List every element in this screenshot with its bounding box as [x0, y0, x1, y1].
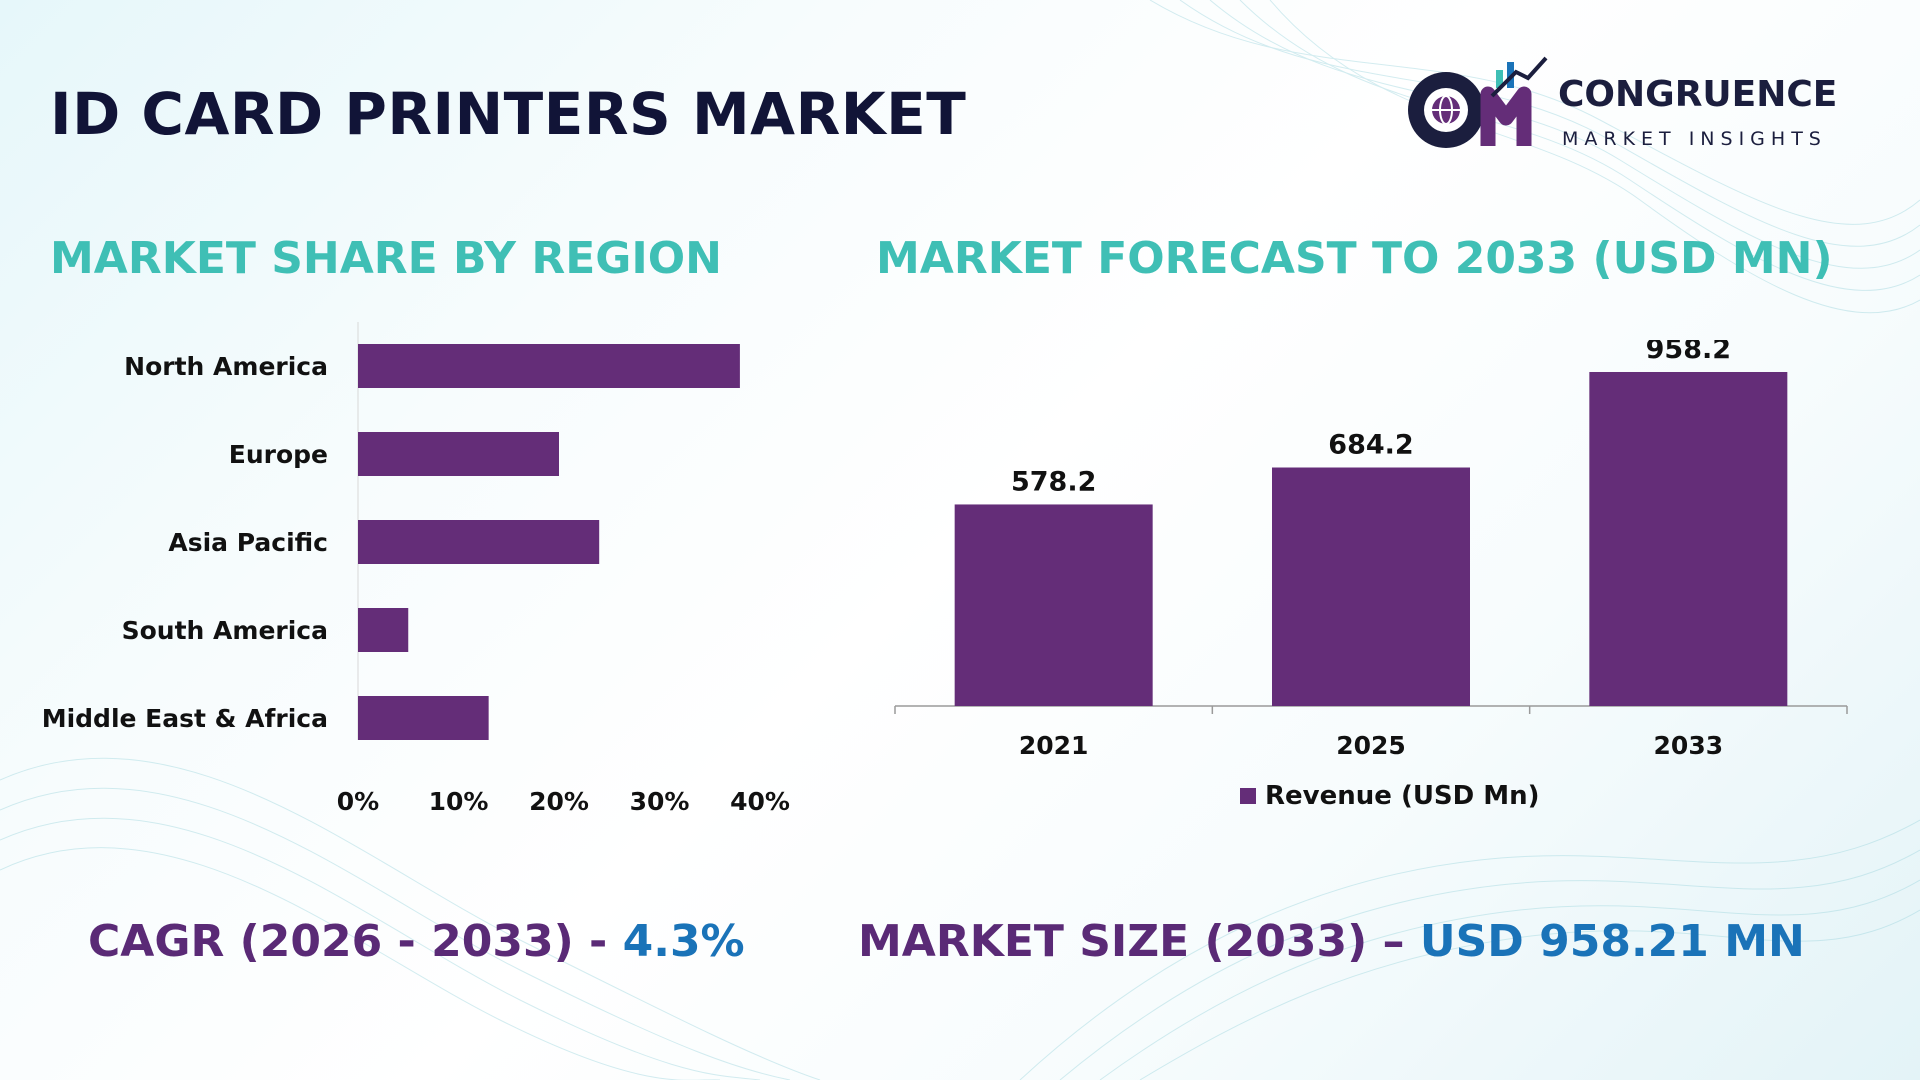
market-size-label: MARKET SIZE (2033) – [858, 916, 1420, 967]
category-label: Europe [229, 440, 328, 469]
data-label: 958.2 [1646, 340, 1731, 365]
bar-europe [358, 432, 559, 476]
data-label: 578.2 [1011, 466, 1096, 497]
legend-label: Revenue (USD Mn) [1265, 781, 1540, 811]
cm-logo-icon [1408, 56, 1548, 148]
page-title: ID CARD PRINTERS MARKET [50, 80, 967, 148]
bar-asia-pacific [358, 520, 600, 564]
cagr-label: CAGR (2026 - 2033) - [88, 916, 623, 967]
legend-swatch [1240, 788, 1256, 804]
cagr-stat: CAGR (2026 - 2033) - 4.3% [88, 916, 745, 967]
forecast-title: MARKET FORECAST TO 2033 (USD MN) [876, 233, 1833, 284]
bar-2033 [1589, 371, 1788, 706]
region-share-title: MARKET SHARE BY REGION [50, 233, 722, 284]
x-tick-label: 40% [730, 787, 790, 816]
x-tick-label: 30% [630, 787, 690, 816]
x-tick-label: 0% [337, 787, 379, 816]
bar-north-america [358, 344, 740, 388]
x-tick-label: 2021 [1019, 731, 1089, 760]
x-tick-label: 2033 [1654, 731, 1724, 760]
bar-2025 [1272, 467, 1470, 706]
category-label: South America [122, 616, 328, 645]
market-size-value: USD 958.21 MN [1419, 916, 1805, 967]
brand-tagline: MARKET INSIGHTS [1562, 128, 1827, 150]
category-label: Asia Pacific [168, 528, 328, 557]
category-label: Middle East & Africa [42, 704, 328, 733]
brand-name: CONGRUENCE [1558, 74, 1838, 115]
x-tick-label: 2025 [1336, 731, 1406, 760]
bar-south-america [358, 608, 409, 652]
cagr-value: 4.3% [622, 916, 745, 967]
x-tick-label: 10% [429, 787, 489, 816]
data-label: 684.2 [1328, 430, 1413, 461]
bar-2021 [954, 504, 1153, 706]
market-forecast-chart: 578.2 2021 684.2 2025 958.2 2033 Revenue (USD … [894, 340, 1848, 811]
category-label: North America [124, 352, 328, 381]
region-share-chart: North America Europe Asia Pacific South Ame… [42, 322, 790, 816]
x-tick-label: 20% [529, 787, 589, 816]
market-size-stat: MARKET SIZE (2033) – USD 958.21 MN [858, 916, 1805, 967]
brand-logo: CONGRUENCE MARKET INSIGHTS [1400, 56, 1870, 156]
bar-middle-east-africa [358, 696, 489, 740]
